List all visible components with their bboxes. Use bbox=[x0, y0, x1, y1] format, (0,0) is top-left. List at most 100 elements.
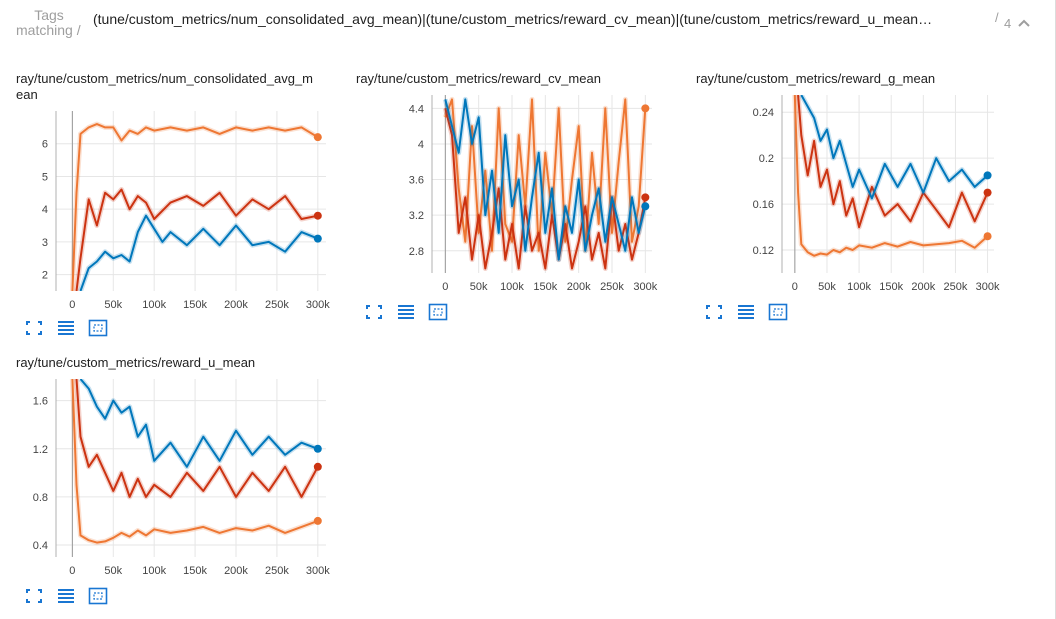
y-tick-label: 3.6 bbox=[409, 175, 424, 187]
series-orange-endpoint bbox=[641, 104, 650, 113]
y-tick-label: 4 bbox=[418, 139, 424, 151]
chart-plot[interactable]: 0.12 0.16 0.2 0.24 0 50k 100k 150k 200k 250k 300k bbox=[696, 71, 1026, 331]
series-red-endpoint bbox=[313, 462, 322, 471]
chart-card-num-consolidated: ray/tune/custom_metrics/num_consolidated… bbox=[16, 71, 346, 347]
series-blue-line[interactable] bbox=[800, 95, 989, 200]
series-red-endpoint bbox=[983, 188, 992, 197]
series-orange-line[interactable] bbox=[793, 95, 989, 257]
y-tick-label: 4 bbox=[42, 204, 48, 216]
chart-plot[interactable]: 2 3 4 5 6 0 50k 100k 150k 200k 250k 300k bbox=[16, 71, 346, 347]
x-tick-label: 200k bbox=[567, 281, 591, 293]
chart-toolbar bbox=[704, 303, 788, 321]
x-tick-label: 100k bbox=[847, 281, 871, 293]
series-blue-raw bbox=[78, 379, 319, 470]
chart-title: ray/tune/custom_metrics/reward_cv_mean bbox=[356, 71, 601, 86]
series-red-endpoint bbox=[313, 211, 322, 220]
x-tick-label: 250k bbox=[600, 281, 624, 293]
x-tick-label: 0 bbox=[442, 281, 448, 293]
fullscreen-icon[interactable] bbox=[704, 303, 724, 321]
chart-plot[interactable]: 0.4 0.8 1.2 1.6 0 50k 100k 150k 200k 250k 300k bbox=[16, 355, 346, 611]
y-tick-label: 6 bbox=[42, 139, 48, 151]
series-orange-line[interactable] bbox=[71, 379, 319, 544]
series-red-raw bbox=[74, 379, 320, 500]
x-tick-label: 50k bbox=[470, 281, 488, 293]
x-tick-label: 100k bbox=[142, 565, 166, 577]
chevron-up-icon[interactable] bbox=[1015, 14, 1033, 32]
fit-domain-icon[interactable] bbox=[768, 303, 788, 321]
toggle-log-scale-icon[interactable] bbox=[736, 303, 756, 321]
chart-title-line1: ray/tune/custom_metrics/num_consolidated… bbox=[16, 71, 313, 86]
toggle-log-scale-icon[interactable] bbox=[396, 303, 416, 321]
chart-toolbar bbox=[24, 587, 108, 605]
toggle-log-scale-icon[interactable] bbox=[56, 587, 76, 605]
fit-domain-icon[interactable] bbox=[88, 319, 108, 337]
chart-title: ray/tune/custom_metrics/num_consolidated… bbox=[16, 71, 313, 103]
fullscreen-icon[interactable] bbox=[364, 303, 384, 321]
fit-domain-icon[interactable] bbox=[88, 587, 108, 605]
y-tick-label: 1.2 bbox=[33, 444, 48, 456]
series-blue-line[interactable] bbox=[79, 214, 319, 291]
toggle-log-scale-icon[interactable] bbox=[56, 319, 76, 337]
series-orange-endpoint bbox=[983, 232, 992, 241]
series-blue-line[interactable] bbox=[79, 379, 319, 468]
fullscreen-icon[interactable] bbox=[24, 319, 44, 337]
chart-plot[interactable]: 2.8 3.2 3.6 4 4.4 0 50k 100k 150k 200k 250k 300k bbox=[356, 71, 686, 331]
y-tick-label: 1.6 bbox=[33, 396, 48, 408]
tags-matching-label: Tags matching / bbox=[10, 8, 88, 38]
y-tick-label: 0.16 bbox=[753, 199, 774, 211]
match-count: 4 bbox=[1004, 16, 1012, 31]
x-tick-label: 50k bbox=[104, 299, 122, 311]
y-tick-label: 0.4 bbox=[33, 540, 48, 552]
x-tick-label: 100k bbox=[500, 281, 524, 293]
x-tick-label: 300k bbox=[976, 281, 1000, 293]
y-tick-label: 0.12 bbox=[753, 245, 774, 257]
regex-slash: / bbox=[995, 10, 999, 25]
tag-regex-input[interactable]: (tune/custom_metrics/num_consolidated_av… bbox=[93, 11, 933, 27]
series-red-line[interactable] bbox=[75, 188, 318, 292]
series-blue-endpoint bbox=[313, 444, 322, 453]
x-tick-label: 250k bbox=[265, 299, 289, 311]
x-tick-label: 100k bbox=[142, 299, 166, 311]
x-tick-label: 150k bbox=[183, 565, 207, 577]
series-red-line[interactable] bbox=[75, 379, 319, 498]
series-orange-line[interactable] bbox=[71, 123, 319, 291]
tags-label-line1: Tags bbox=[34, 7, 64, 23]
series-group bbox=[69, 379, 320, 546]
y-tick-label: 2.8 bbox=[409, 246, 424, 258]
series-blue-endpoint bbox=[313, 234, 322, 243]
x-tick-label: 150k bbox=[533, 281, 557, 293]
fullscreen-icon[interactable] bbox=[24, 587, 44, 605]
x-tick-label: 0 bbox=[69, 299, 75, 311]
chart-card-reward-g: ray/tune/custom_metrics/reward_g_mean 0.… bbox=[696, 71, 1026, 331]
series-blue-endpoint bbox=[983, 171, 992, 180]
x-tick-label: 300k bbox=[633, 281, 657, 293]
chart-title: ray/tune/custom_metrics/reward_g_mean bbox=[696, 71, 936, 86]
series-blue-line[interactable] bbox=[444, 98, 647, 261]
y-tick-label: 0.2 bbox=[759, 153, 774, 165]
y-tick-label: 4.4 bbox=[409, 103, 424, 115]
fit-domain-icon[interactable] bbox=[428, 303, 448, 321]
series-red-line[interactable] bbox=[797, 95, 989, 229]
x-tick-label: 200k bbox=[224, 565, 248, 577]
x-tick-label: 250k bbox=[265, 565, 289, 577]
series-blue-raw bbox=[78, 213, 319, 291]
x-tick-label: 0 bbox=[69, 565, 75, 577]
y-tick-label: 3 bbox=[42, 237, 48, 249]
series-group bbox=[442, 96, 648, 271]
series-red-endpoint bbox=[641, 193, 650, 202]
series-orange-line[interactable] bbox=[444, 98, 647, 252]
x-tick-label: 200k bbox=[224, 299, 248, 311]
x-tick-label: 50k bbox=[104, 565, 122, 577]
series-red-raw bbox=[74, 187, 319, 291]
series-orange-endpoint bbox=[313, 516, 322, 525]
chart-toolbar bbox=[364, 303, 448, 321]
y-tick-label: 2 bbox=[42, 270, 48, 282]
chart-title: ray/tune/custom_metrics/reward_u_mean bbox=[16, 355, 256, 370]
chart-title-line2: ean bbox=[16, 87, 38, 102]
tag-filter-bar: Tags matching / (tune/custom_metrics/num… bbox=[0, 0, 1056, 44]
x-tick-label: 0 bbox=[792, 281, 798, 293]
x-tick-label: 250k bbox=[944, 281, 968, 293]
chart-toolbar bbox=[24, 319, 108, 337]
chart-card-reward-u: ray/tune/custom_metrics/reward_u_mean 0.… bbox=[16, 355, 346, 611]
y-tick-label: 0.24 bbox=[753, 107, 774, 119]
